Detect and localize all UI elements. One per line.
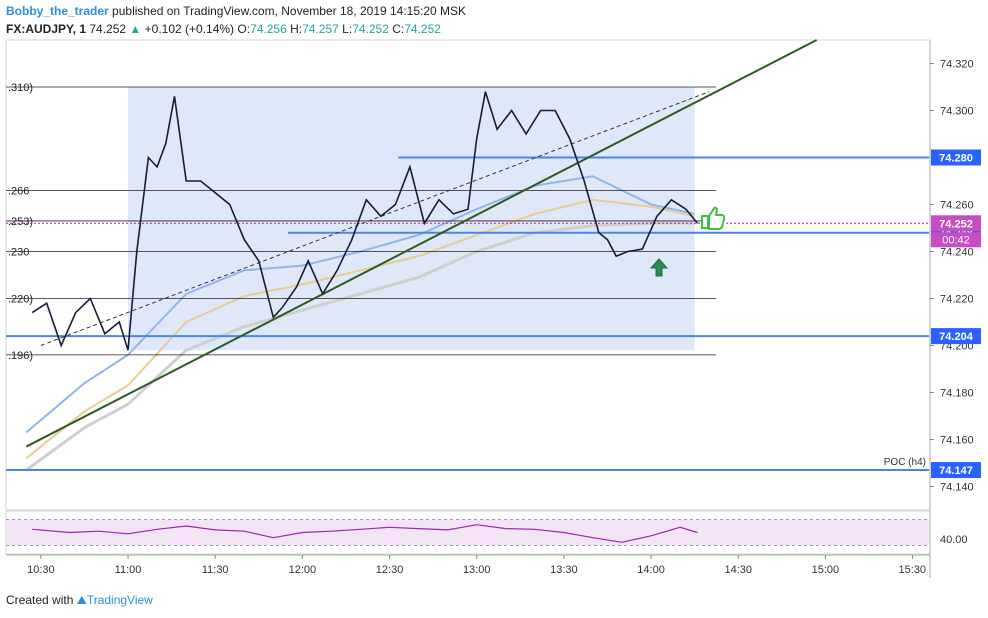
- y-tick-label: 74.260: [940, 200, 974, 212]
- y-tick-label: 74.320: [940, 59, 974, 71]
- close-label: C:: [392, 22, 405, 36]
- fib-level-label: .196): [8, 350, 33, 362]
- x-tick-label: 15:00: [812, 564, 840, 576]
- ascending-trendline: [25, 39, 818, 448]
- moving-average-line: [25, 198, 695, 460]
- price-level-tag: [931, 328, 981, 345]
- y-tick-label: 74.300: [940, 106, 974, 118]
- price-level-tag-text: 74.147: [939, 465, 973, 477]
- current-price-tag: [931, 215, 981, 232]
- x-tick-label: 14:00: [637, 564, 665, 576]
- price-level-tag: [931, 462, 981, 479]
- tradingview-link[interactable]: TradingView: [86, 593, 153, 607]
- symbol-legend: FX:AUDJPY, 1 74.252 ▲ +0.102 (+0.14%) O:…: [6, 22, 441, 36]
- x-tick-label: 13:00: [463, 564, 491, 576]
- price-level-tag-text: 74.204: [939, 331, 974, 343]
- high-label: H:: [290, 22, 303, 36]
- up-arrow-icon: [649, 258, 669, 277]
- published-text: published on TradingView.com, November 1…: [112, 4, 467, 18]
- price-line: [31, 91, 699, 351]
- last-price: 74.252: [89, 22, 127, 36]
- rsi-band: [7, 519, 929, 546]
- price-change: +0.102 (+0.14%): [144, 22, 235, 36]
- rsi-tick-label: 40.00: [940, 534, 968, 546]
- dashed-trendline: [40, 91, 710, 346]
- fib-level-label: .253): [8, 216, 33, 228]
- low-value: 74.252: [352, 22, 389, 36]
- y-tick-label: 74.240: [940, 247, 974, 259]
- chart-header-published: Bobby_the_trader published on TradingVie…: [6, 4, 466, 18]
- y-tick-label: 74.160: [940, 435, 974, 447]
- x-tick-label: 11:00: [115, 564, 142, 576]
- x-tick-label: 12:30: [376, 564, 404, 576]
- x-tick-label: 12:00: [289, 564, 317, 576]
- moving-average-line: [25, 221, 695, 472]
- close-value: 74.252: [404, 22, 441, 36]
- symbol-name[interactable]: FX:AUDJPY, 1: [6, 22, 87, 36]
- fib-level-label: .310): [8, 82, 33, 94]
- price-level-tag: [931, 149, 981, 166]
- countdown-tag-text: 00:42: [942, 234, 970, 246]
- y-tick-label: 74.220: [940, 294, 974, 306]
- author-name[interactable]: Bobby_the_trader: [6, 4, 109, 18]
- price-level-tag-text: 74.280: [939, 153, 973, 165]
- countdown-tag: [931, 232, 981, 248]
- x-tick-label: 11:30: [202, 564, 229, 576]
- x-tick-label: 15:30: [898, 564, 926, 576]
- poc-label: POC (h4): [884, 457, 926, 468]
- high-value: 74.257: [302, 22, 339, 36]
- rsi-line: [32, 524, 698, 543]
- current-price-tag-text: 74.252: [939, 218, 973, 230]
- up-triangle-icon: ▲: [129, 22, 142, 36]
- created-with-text: Created with: [6, 593, 74, 607]
- fib-level-label: .230: [8, 247, 29, 259]
- y-tick-label: 74.140: [940, 482, 974, 494]
- open-label: O:: [237, 22, 251, 36]
- x-tick-label: 13:30: [550, 564, 578, 576]
- y-tick-label: 74.180: [940, 388, 974, 400]
- open-value: 74.256: [250, 22, 287, 36]
- low-label: L:: [342, 22, 353, 36]
- footer-credit: Created with ⛰TradingView: [6, 593, 153, 608]
- thumbs-up-icon: [701, 206, 726, 230]
- x-tick-label: 14:30: [724, 564, 752, 576]
- fib-level-label: .266: [8, 185, 29, 197]
- x-tick-label: 10:30: [27, 564, 55, 576]
- tradingview-logo-icon: ⛰: [76, 593, 87, 607]
- fib-level-label: .220): [8, 294, 33, 306]
